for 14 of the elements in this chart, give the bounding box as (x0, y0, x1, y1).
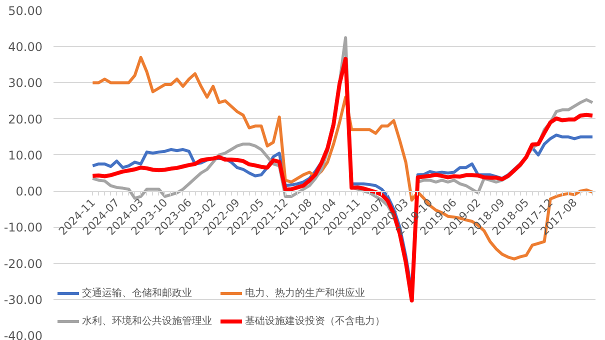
legend-label: 电力、热力的生产和供应业 (245, 286, 365, 300)
y-tick-label: -30.00 (4, 292, 43, 307)
y-tick-label: 0.00 (16, 184, 42, 199)
y-tick-label: 20.00 (8, 112, 43, 126)
legend-label: 交通运输、仓储和邮政业 (82, 286, 192, 300)
y-tick-label: 50.00 (8, 4, 43, 18)
y-tick-label: -20.00 (4, 256, 43, 271)
y-tick-label: 40.00 (8, 40, 43, 54)
y-tick-label: 10.00 (8, 148, 43, 162)
legend-label: 基础设施建设投资（不含电力） (245, 314, 385, 328)
y-tick-label: -10.00 (4, 220, 43, 235)
y-tick-label: -40.00 (4, 329, 43, 340)
y-tick-label: 30.00 (8, 76, 43, 90)
legend-label: 水利、环境和公共设施管理业 (82, 314, 212, 328)
